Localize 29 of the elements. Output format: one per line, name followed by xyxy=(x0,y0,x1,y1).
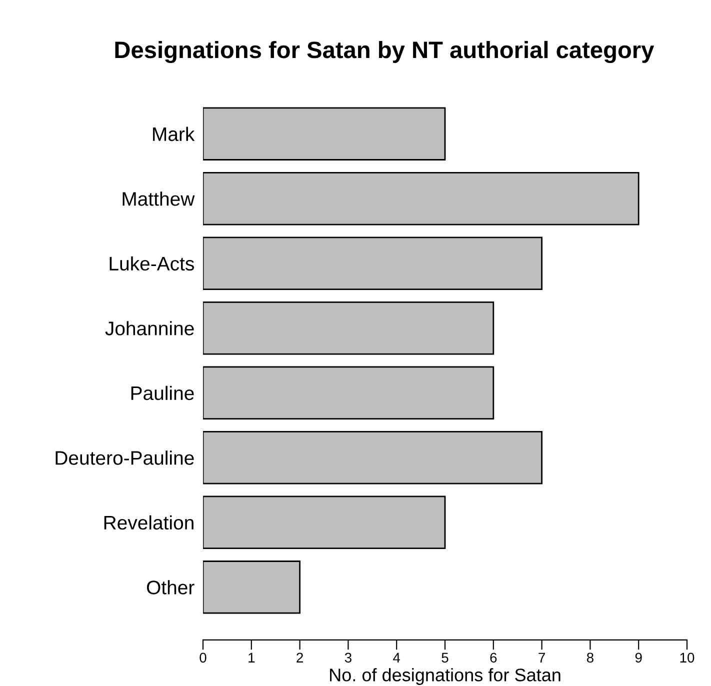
bar xyxy=(203,431,542,484)
y-tick-label: Mark xyxy=(153,126,195,142)
x-tick-label: 7 xyxy=(538,652,545,662)
y-tick-label: Luke-Acts xyxy=(110,256,194,271)
bar xyxy=(203,366,494,420)
x-tick-label: 3 xyxy=(344,652,352,663)
bar xyxy=(203,496,446,549)
x-tick-label: 1 xyxy=(248,652,255,662)
y-tick-label: Other xyxy=(146,580,194,594)
x-tick-label: 4 xyxy=(393,652,400,662)
bar xyxy=(203,236,542,290)
x-tick-label: 8 xyxy=(586,652,594,663)
y-tick-label: Johannine xyxy=(105,321,194,336)
x-tick-label: 10 xyxy=(680,652,694,663)
x-tick-label: 9 xyxy=(635,652,642,663)
bar xyxy=(203,107,446,160)
y-tick-label: Matthew xyxy=(122,192,195,206)
chart-title: Designations for Satan by NT authorial category xyxy=(115,40,654,64)
x-tick-label: 2 xyxy=(296,652,303,662)
x-axis-title: No. of designations for Satan xyxy=(330,668,560,685)
x-tick-label: 6 xyxy=(490,652,497,663)
bar xyxy=(203,560,300,614)
x-tick-label: 0 xyxy=(200,652,206,663)
bar xyxy=(203,172,640,226)
y-tick-label: Pauline xyxy=(131,386,194,400)
x-tick-label: 5 xyxy=(442,652,448,663)
bar xyxy=(203,302,494,355)
y-tick-label: Revelation xyxy=(104,515,194,530)
y-tick-label: Deutero-Pauline xyxy=(56,450,194,465)
